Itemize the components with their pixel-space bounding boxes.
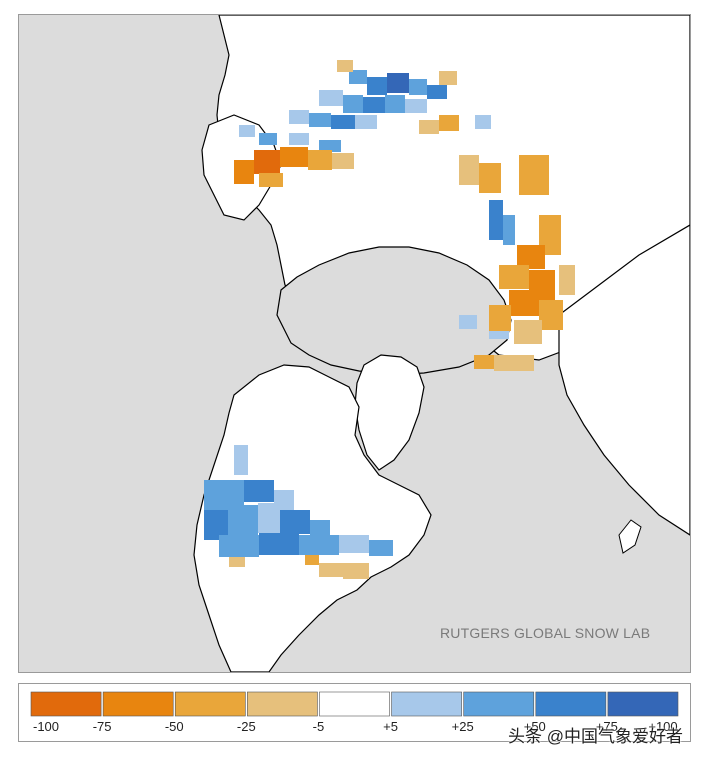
legend-bar — [30, 691, 679, 717]
eurasia-negative-anomaly — [234, 60, 575, 371]
legend-tick-label: +5 — [383, 719, 398, 734]
legend-tick-label: -5 — [312, 719, 325, 734]
eurasia-positive-anomaly — [239, 70, 515, 339]
legend-swatch — [30, 691, 102, 717]
legend-swatch — [607, 691, 679, 717]
north-america-negative-anomaly — [229, 555, 369, 579]
watermark: 头条 @中国气象爱好者 — [508, 727, 683, 746]
japan — [618, 519, 642, 554]
north-america-positive-anomaly — [204, 445, 393, 557]
north-america — [193, 364, 432, 672]
legend-tick-label: +25 — [451, 719, 474, 734]
east-asia — [558, 224, 690, 536]
legend-swatch — [463, 691, 535, 717]
legend-swatch — [391, 691, 462, 717]
legend-tick-label: +75 — [595, 719, 618, 734]
legend-tick-label: -100 — [32, 719, 60, 734]
legend-tick-label: +50 — [523, 719, 546, 734]
color-legend: -100 -75 -50 -25 -5 +5 +25 +50 +75 +100 — [18, 683, 691, 742]
legend-tick-label: -50 — [164, 719, 184, 734]
legend-swatch — [102, 691, 174, 717]
legend-swatch — [535, 691, 607, 717]
legend-tick-label: -75 — [92, 719, 112, 734]
legend-swatch — [174, 691, 246, 717]
legend-swatch — [319, 691, 390, 717]
snow-departure-map: RUTGERS GLOBAL SNOW LAB — [18, 14, 691, 673]
legend-tick-label: +100 — [648, 719, 678, 734]
legend-swatch — [247, 691, 318, 717]
credit-label: RUTGERS GLOBAL SNOW LAB — [440, 625, 651, 641]
map-canvas — [19, 15, 690, 672]
legend-tick-label: -25 — [236, 719, 256, 734]
